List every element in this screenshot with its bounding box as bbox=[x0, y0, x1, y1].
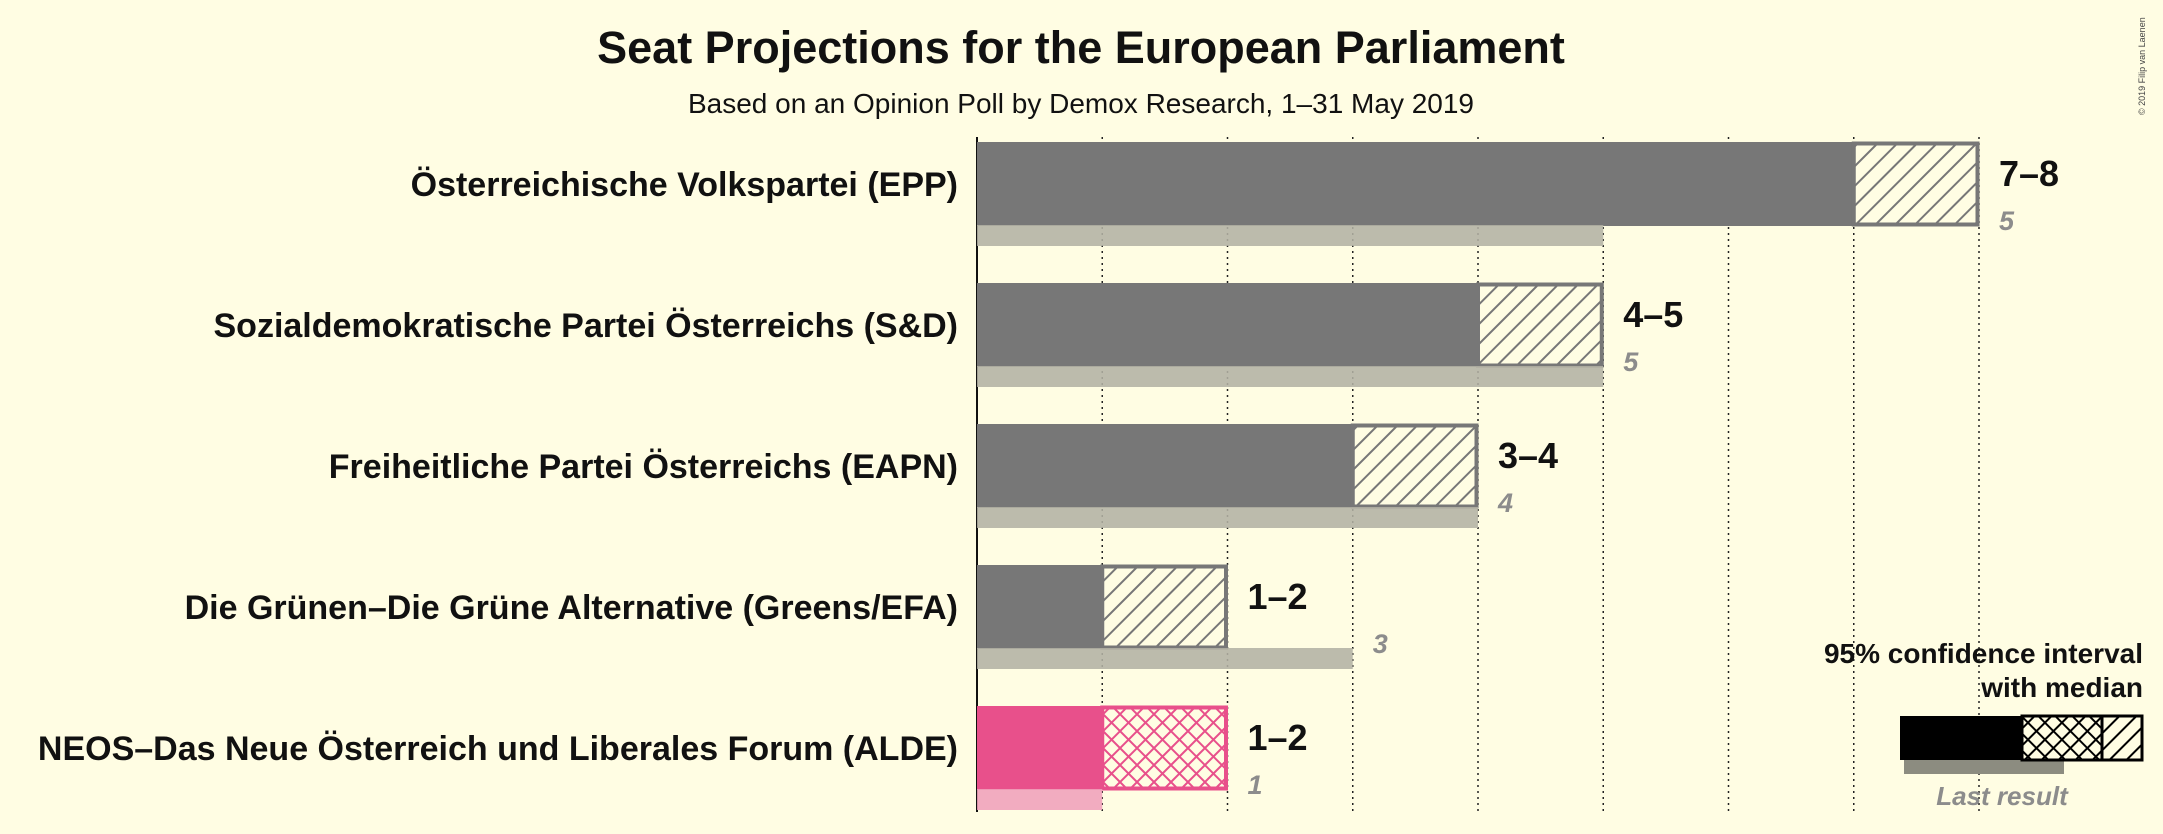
party-4-label: Die Grünen–Die Grüne Alternative (Greens… bbox=[185, 589, 958, 627]
party-4-bar-interval bbox=[1100, 564, 1228, 650]
party-1-last-result-label: 5 bbox=[1999, 206, 2015, 236]
party-5-label: NEOS–Das Neue Österreich und Liberales F… bbox=[38, 730, 958, 768]
party-2-range-label: 4–5 bbox=[1623, 294, 1683, 335]
party-1-label: Österreichische Volkspartei (EPP) bbox=[411, 166, 958, 204]
party-5-bar-interval bbox=[1100, 705, 1228, 791]
party-1-range-label: 7–8 bbox=[1999, 153, 2059, 194]
party-5-range-label: 1–2 bbox=[1248, 717, 1308, 758]
party-4-last-result-bar bbox=[977, 648, 1353, 669]
legend-last-result-label: Last result bbox=[1936, 781, 2069, 811]
legend-crosshatch-swatch bbox=[2020, 714, 2104, 762]
party-5-last-result-label: 1 bbox=[1248, 770, 1263, 800]
copyright-notice: © 2019 Filip van Laenen bbox=[2137, 17, 2147, 115]
party-2-label: Sozialdemokratische Partei Österreichs (… bbox=[214, 307, 959, 345]
party-4-range-label: 1–2 bbox=[1248, 576, 1308, 617]
party-3-range-label: 3–4 bbox=[1498, 435, 1558, 476]
party-2-last-result-bar bbox=[977, 366, 1604, 387]
party-3-last-result-bar bbox=[977, 507, 1478, 528]
party-2-last-result-label: 5 bbox=[1623, 347, 1639, 377]
party-3-last-result-label: 4 bbox=[1497, 488, 1513, 518]
chart-subtitle: Based on an Opinion Poll by Demox Resear… bbox=[688, 88, 1474, 119]
legend-line-1: 95% confidence interval bbox=[1824, 638, 2143, 669]
party-1-last-result-bar bbox=[977, 225, 1604, 246]
bars-group: Österreichische Volkspartei (EPP) 7–8 5 Soz… bbox=[38, 141, 2059, 810]
party-2-bar-interval bbox=[1476, 282, 1604, 368]
legend-line-2: with median bbox=[1980, 672, 2143, 703]
legend-solid-swatch bbox=[1900, 716, 2022, 760]
party-3-bar-solid bbox=[977, 424, 1353, 508]
party-5-last-result-bar bbox=[977, 789, 1103, 810]
party-5-bar-solid bbox=[977, 706, 1103, 790]
party-3-bar-interval bbox=[1350, 423, 1479, 509]
legend: 95% confidence interval with median Last… bbox=[1824, 638, 2144, 811]
party-1-bar-solid bbox=[977, 142, 1854, 226]
party-1-bar-interval bbox=[1851, 141, 1980, 227]
party-2-bar-solid bbox=[977, 283, 1478, 367]
party-3-label: Freiheitliche Partei Österreichs (EAPN) bbox=[329, 448, 958, 486]
chart-title: Seat Projections for the European Parlia… bbox=[597, 22, 1565, 73]
party-4-last-result-label: 3 bbox=[1373, 629, 1388, 659]
party-4-bar-solid bbox=[977, 565, 1103, 649]
legend-hatch-swatch bbox=[2100, 714, 2144, 762]
